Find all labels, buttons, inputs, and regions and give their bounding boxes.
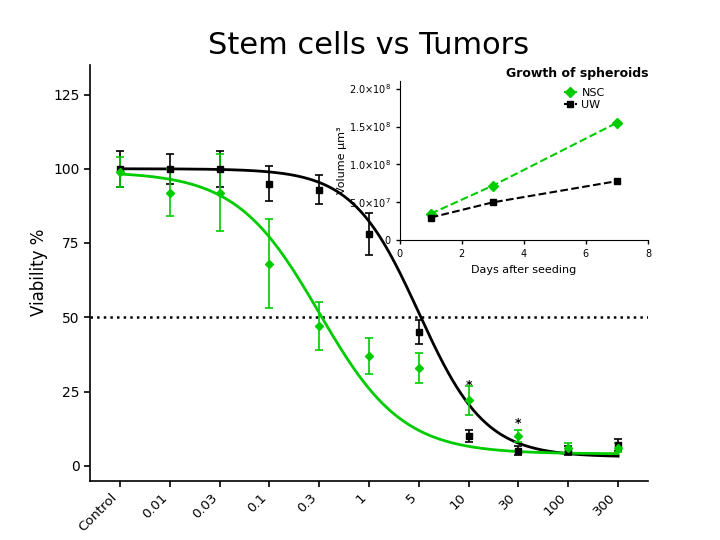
NSC <box>488 183 497 189</box>
Text: *: * <box>516 417 522 430</box>
Legend: NSC, UW: NSC, UW <box>559 83 609 114</box>
NSC <box>426 211 435 217</box>
UW <box>426 214 435 221</box>
X-axis label: Days after seeding: Days after seeding <box>471 265 577 275</box>
Text: *: * <box>465 379 472 392</box>
UW <box>488 199 497 206</box>
NSC <box>613 119 621 126</box>
Y-axis label: Viability %: Viability % <box>30 229 48 316</box>
Line: UW: UW <box>427 178 621 221</box>
Line: NSC: NSC <box>427 119 621 217</box>
UW <box>613 178 621 184</box>
Text: Growth of spheroids: Growth of spheroids <box>505 67 648 80</box>
Y-axis label: Volume μm³: Volume μm³ <box>337 127 347 194</box>
Title: Stem cells vs Tumors: Stem cells vs Tumors <box>208 31 530 60</box>
